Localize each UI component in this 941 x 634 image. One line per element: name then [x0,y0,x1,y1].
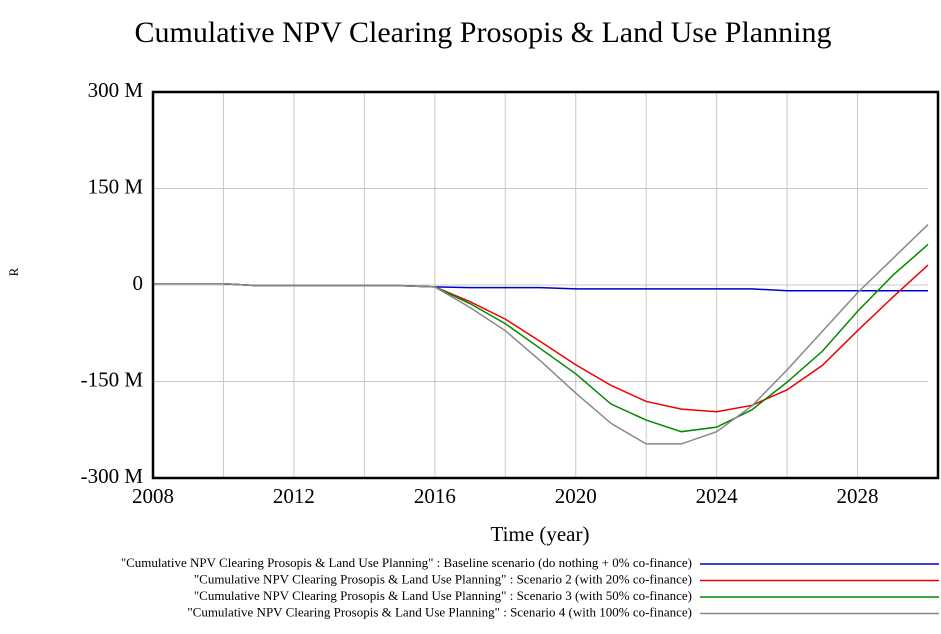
plot-frame [151,90,940,480]
y-axis-label: R [6,267,21,276]
x-tick-label: 2008 [132,484,174,508]
x-tick-label: 2012 [273,484,315,508]
y-tick-label: 150 M [88,174,144,198]
legend-label: "Cumulative NPV Clearing Prosopis & Land… [194,571,692,586]
y-tick-label: 300 M [88,78,144,102]
x-tick-label: 2024 [696,484,739,508]
x-tick-label: 2016 [414,484,456,508]
chart-title: Cumulative NPV Clearing Prosopis & Land … [135,16,832,49]
legend-label: "Cumulative NPV Clearing Prosopis & Land… [187,604,692,619]
y-tick-label: -150 M [81,367,144,391]
series-line [153,243,929,433]
x-axis-label: Time (year) [491,522,590,546]
x-tick-label: 2028 [837,484,879,508]
y-tick-label: 0 [133,271,144,295]
x-tick-label: 2020 [555,484,597,508]
legend-label: "Cumulative NPV Clearing Prosopis & Land… [194,588,692,603]
legend-label: "Cumulative NPV Clearing Prosopis & Land… [121,555,692,570]
y-tick-label: -300 M [81,464,144,488]
series-line [153,223,929,445]
